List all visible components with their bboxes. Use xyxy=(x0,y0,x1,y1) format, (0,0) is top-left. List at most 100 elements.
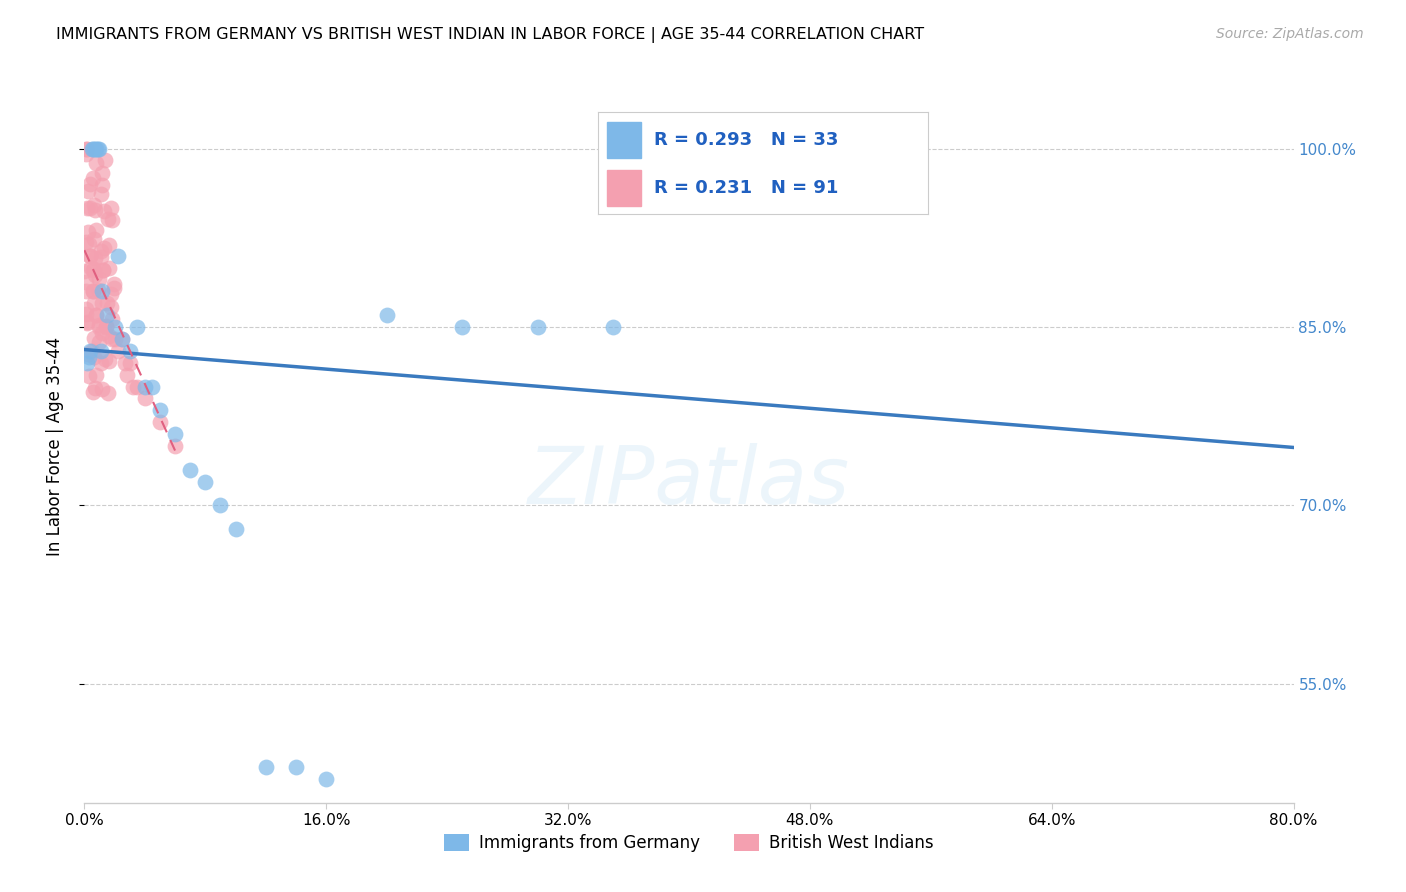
Point xyxy=(79,343,101,358)
Point xyxy=(83,296,105,310)
Point xyxy=(90,343,112,358)
Point xyxy=(602,320,624,334)
Point xyxy=(82,170,104,185)
Point xyxy=(96,296,118,310)
Point xyxy=(114,356,136,370)
Point xyxy=(118,356,141,370)
Point xyxy=(134,392,156,406)
Point xyxy=(76,185,98,199)
Point xyxy=(96,308,118,322)
Point xyxy=(149,415,172,429)
Point xyxy=(93,204,115,219)
Point xyxy=(100,201,122,215)
Point xyxy=(225,522,247,536)
Point xyxy=(98,328,121,343)
Point xyxy=(82,285,104,299)
Point xyxy=(89,244,111,258)
Point xyxy=(76,347,98,361)
Point xyxy=(84,155,107,169)
Point xyxy=(209,499,232,513)
Point xyxy=(165,439,187,453)
Point xyxy=(79,249,101,263)
Point xyxy=(93,351,115,366)
Point xyxy=(75,235,97,249)
Point xyxy=(86,308,108,322)
Point xyxy=(76,315,98,329)
Point xyxy=(100,332,122,346)
Point xyxy=(100,300,122,314)
Point xyxy=(91,285,114,299)
Point xyxy=(80,142,103,156)
Point xyxy=(76,201,98,215)
Point xyxy=(82,142,104,156)
Point xyxy=(84,308,107,322)
Point xyxy=(91,296,114,310)
Point xyxy=(86,142,108,156)
Point xyxy=(285,760,308,774)
Bar xyxy=(607,170,641,206)
Point xyxy=(141,379,163,393)
Y-axis label: In Labor Force | Age 35-44: In Labor Force | Age 35-44 xyxy=(45,336,63,556)
Point xyxy=(83,198,105,212)
Point xyxy=(91,263,114,277)
Point xyxy=(96,318,118,333)
Point xyxy=(103,277,125,292)
Point xyxy=(77,236,100,251)
Point xyxy=(90,178,112,193)
Point xyxy=(83,381,105,395)
Bar xyxy=(607,122,641,158)
Legend: Immigrants from Germany, British West Indians: Immigrants from Germany, British West In… xyxy=(437,827,941,859)
Point xyxy=(83,331,105,345)
Point xyxy=(82,385,104,400)
Point xyxy=(149,403,172,417)
Point xyxy=(100,287,122,301)
Point xyxy=(91,166,114,180)
Point xyxy=(179,463,201,477)
Text: Source: ZipAtlas.com: Source: ZipAtlas.com xyxy=(1216,27,1364,41)
Point xyxy=(83,268,105,282)
Point xyxy=(84,368,107,382)
Point xyxy=(97,238,120,252)
Text: R = 0.293   N = 33: R = 0.293 N = 33 xyxy=(654,131,838,149)
Point xyxy=(75,142,97,156)
Point xyxy=(75,284,97,298)
Point xyxy=(104,332,127,346)
Point xyxy=(91,263,114,277)
Point xyxy=(90,250,112,264)
Point xyxy=(107,249,129,263)
Point xyxy=(127,320,149,334)
Point xyxy=(86,283,108,297)
Point xyxy=(84,142,107,156)
Point xyxy=(94,153,117,168)
Point xyxy=(194,475,217,489)
Point xyxy=(115,368,138,382)
Point xyxy=(97,211,120,226)
Point xyxy=(89,272,111,286)
Point xyxy=(104,320,127,334)
Point xyxy=(91,326,114,340)
Point xyxy=(254,760,277,774)
Point xyxy=(79,249,101,263)
Point xyxy=(121,379,143,393)
Point xyxy=(76,356,98,370)
Point xyxy=(90,186,112,201)
Point xyxy=(79,369,101,384)
Point xyxy=(89,142,111,156)
Point xyxy=(904,142,927,156)
Point xyxy=(103,281,125,295)
Point xyxy=(75,147,97,161)
Text: R = 0.231   N = 91: R = 0.231 N = 91 xyxy=(654,179,838,197)
Point xyxy=(101,311,124,326)
Point xyxy=(80,343,103,358)
Point xyxy=(75,302,97,317)
Point xyxy=(83,350,105,364)
Point xyxy=(451,320,474,334)
Point xyxy=(79,202,101,216)
Point xyxy=(134,379,156,393)
Point xyxy=(76,142,98,156)
Point xyxy=(111,332,134,346)
Point xyxy=(97,261,120,276)
Point xyxy=(77,225,100,239)
Point xyxy=(90,356,112,370)
Text: IMMIGRANTS FROM GERMANY VS BRITISH WEST INDIAN IN LABOR FORCE | AGE 35-44 CORREL: IMMIGRANTS FROM GERMANY VS BRITISH WEST … xyxy=(56,27,924,43)
